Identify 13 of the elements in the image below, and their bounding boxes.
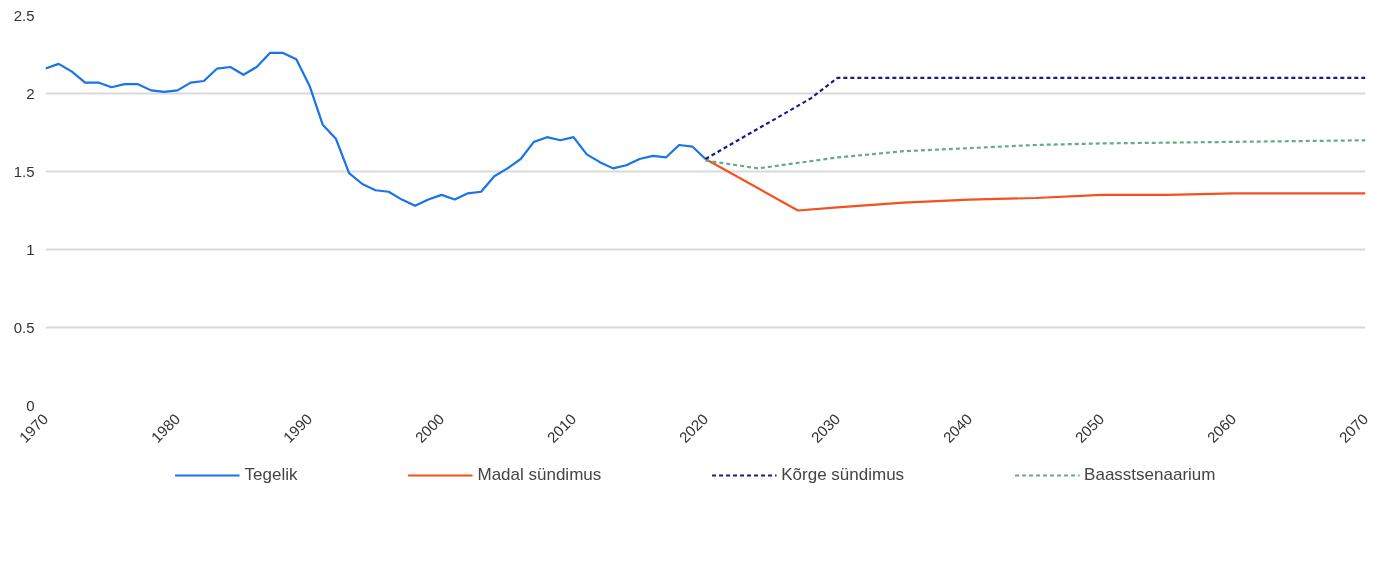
legend-label: Tegelik — [244, 465, 298, 485]
legend-label: Baasstsenaarium — [1084, 465, 1216, 485]
legend-label: Madal sündimus — [477, 465, 602, 485]
y-tick-label: 2 — [26, 84, 35, 102]
y-tick-label: 1 — [26, 240, 35, 258]
line-series — [704, 139, 1366, 170]
y-tick-label: 0 — [26, 396, 35, 414]
y-tick-label: 1.5 — [13, 162, 35, 180]
line-series — [704, 157, 1366, 212]
line-series — [45, 51, 707, 207]
legend-label: Kõrge sündimus — [781, 465, 905, 485]
y-tick-label: 2.5 — [13, 6, 35, 24]
y-tick-label: 0.5 — [13, 318, 35, 336]
